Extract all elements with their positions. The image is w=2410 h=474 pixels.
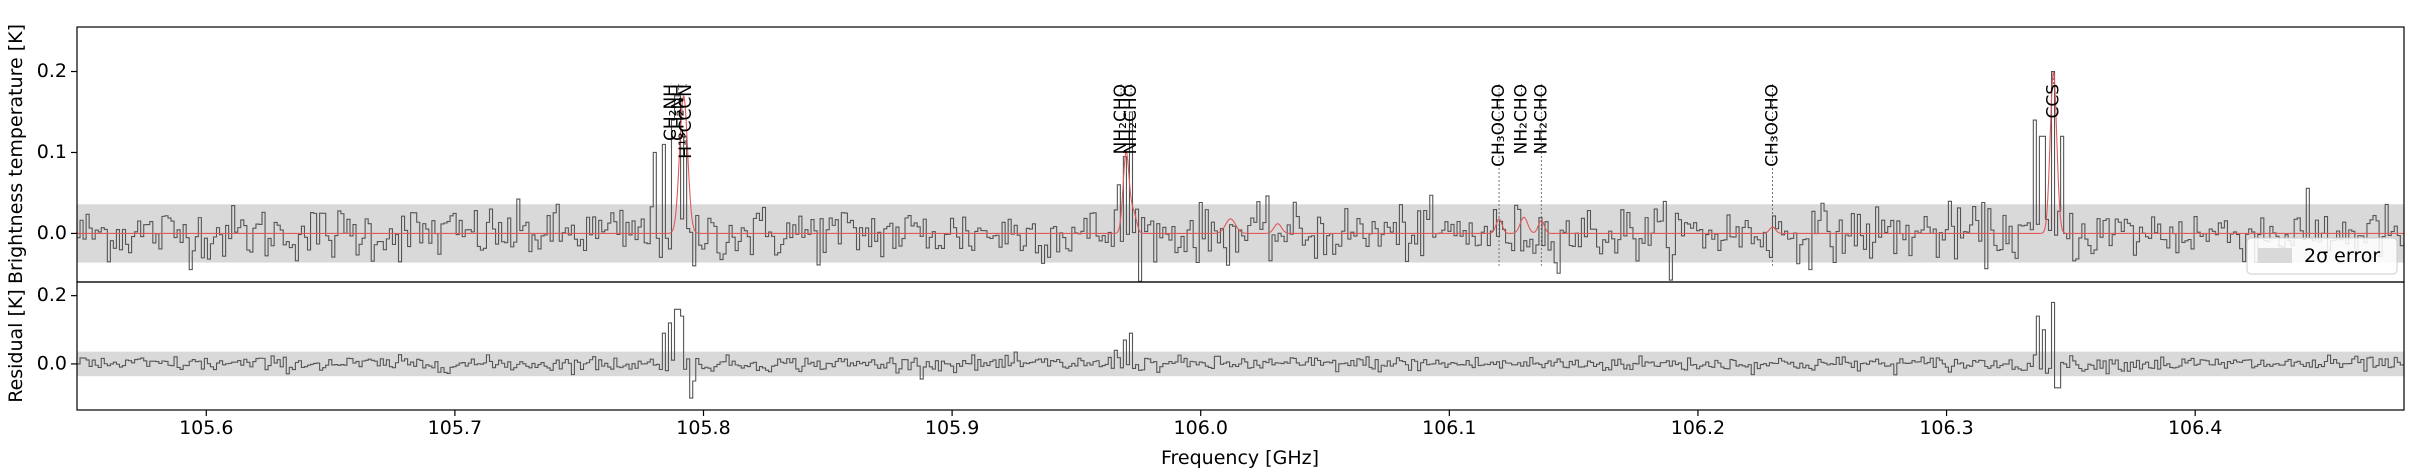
legend-entry-label: 2σ error: [2304, 245, 2380, 267]
x-tick-label: 106.0: [1174, 417, 1228, 439]
y-tick-label: 0.2: [37, 284, 67, 306]
line-label: CH₃OCHO: [1763, 84, 1783, 167]
x-tick-label: 106.2: [1671, 417, 1725, 439]
line-label: CH₂NH: [669, 84, 689, 141]
line-label: NH₂CHO: [1531, 84, 1551, 154]
model-spectrum-line: [77, 71, 2404, 234]
residual-panel: 0.0 0.2 105.6 105.7 105.8 105.9 106.0 106.1 106…: [5, 284, 2404, 469]
main-y-axis-label: Brightness temperature [K]: [5, 24, 27, 284]
x-axis-label: Frequency [GHz]: [1161, 447, 1319, 469]
x-tick-label: 105.8: [676, 417, 730, 439]
residual-y-axis-label: Residual [K]: [5, 289, 27, 403]
x-ticks: 105.6 105.7 105.8 105.9 106.0 106.1 106.2 106.3…: [179, 410, 2222, 439]
main-y-ticks: 0.0 0.1 0.2: [37, 60, 77, 244]
legend: 2σ error: [2246, 237, 2398, 275]
line-label: NH₂CHO: [1511, 84, 1531, 154]
y-tick-label: 0.0: [37, 222, 67, 244]
legend-box: [2246, 237, 2398, 275]
line-label: NH₂CHO: [1111, 84, 1131, 154]
x-tick-label: 105.6: [179, 417, 233, 439]
x-tick-label: 105.9: [925, 417, 979, 439]
y-tick-label: 0.2: [37, 60, 67, 82]
line-marker-group: [670, 71, 2054, 266]
x-tick-label: 105.7: [428, 417, 482, 439]
x-tick-label: 106.1: [1422, 417, 1476, 439]
y-tick-label: 0.1: [37, 141, 67, 163]
residual-spectrum-line: [77, 301, 2404, 399]
line-label: CH₂NH: [661, 84, 681, 141]
residual-frame: [76, 281, 2405, 411]
line-label: H¹³CCCN: [676, 84, 696, 159]
line-label: CH₃OCHO: [1489, 84, 1509, 167]
y-tick-label: 0.0: [37, 352, 67, 374]
legend-swatch: [2258, 248, 2292, 263]
line-label: CCS: [2043, 84, 2063, 119]
line-label: NH₂CHO: [1121, 84, 1141, 154]
residual-y-ticks: 0.0 0.2: [37, 284, 77, 374]
x-tick-label: 106.4: [2168, 417, 2222, 439]
x-tick-label: 106.3: [1919, 417, 1973, 439]
